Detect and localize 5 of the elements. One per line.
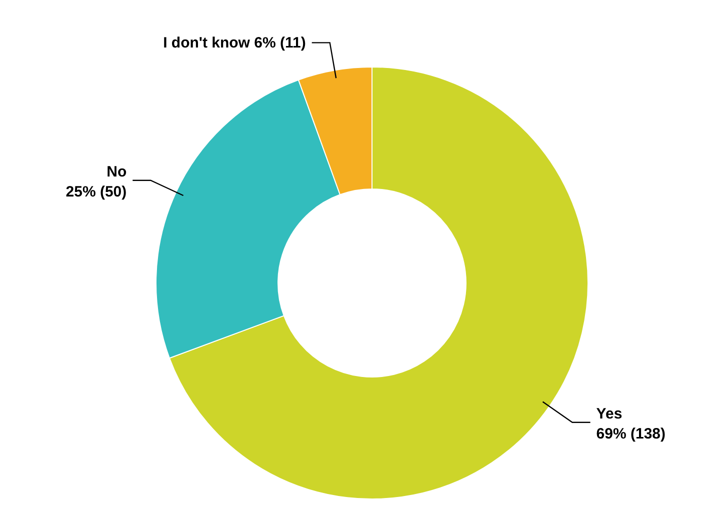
slice-label: I don't know 6% (11): [163, 34, 306, 52]
data-label: 69% (138): [596, 425, 666, 442]
slice-label: No: [106, 163, 127, 180]
data-label: 25% (50): [66, 183, 127, 200]
slice-label: Yes: [596, 405, 622, 422]
